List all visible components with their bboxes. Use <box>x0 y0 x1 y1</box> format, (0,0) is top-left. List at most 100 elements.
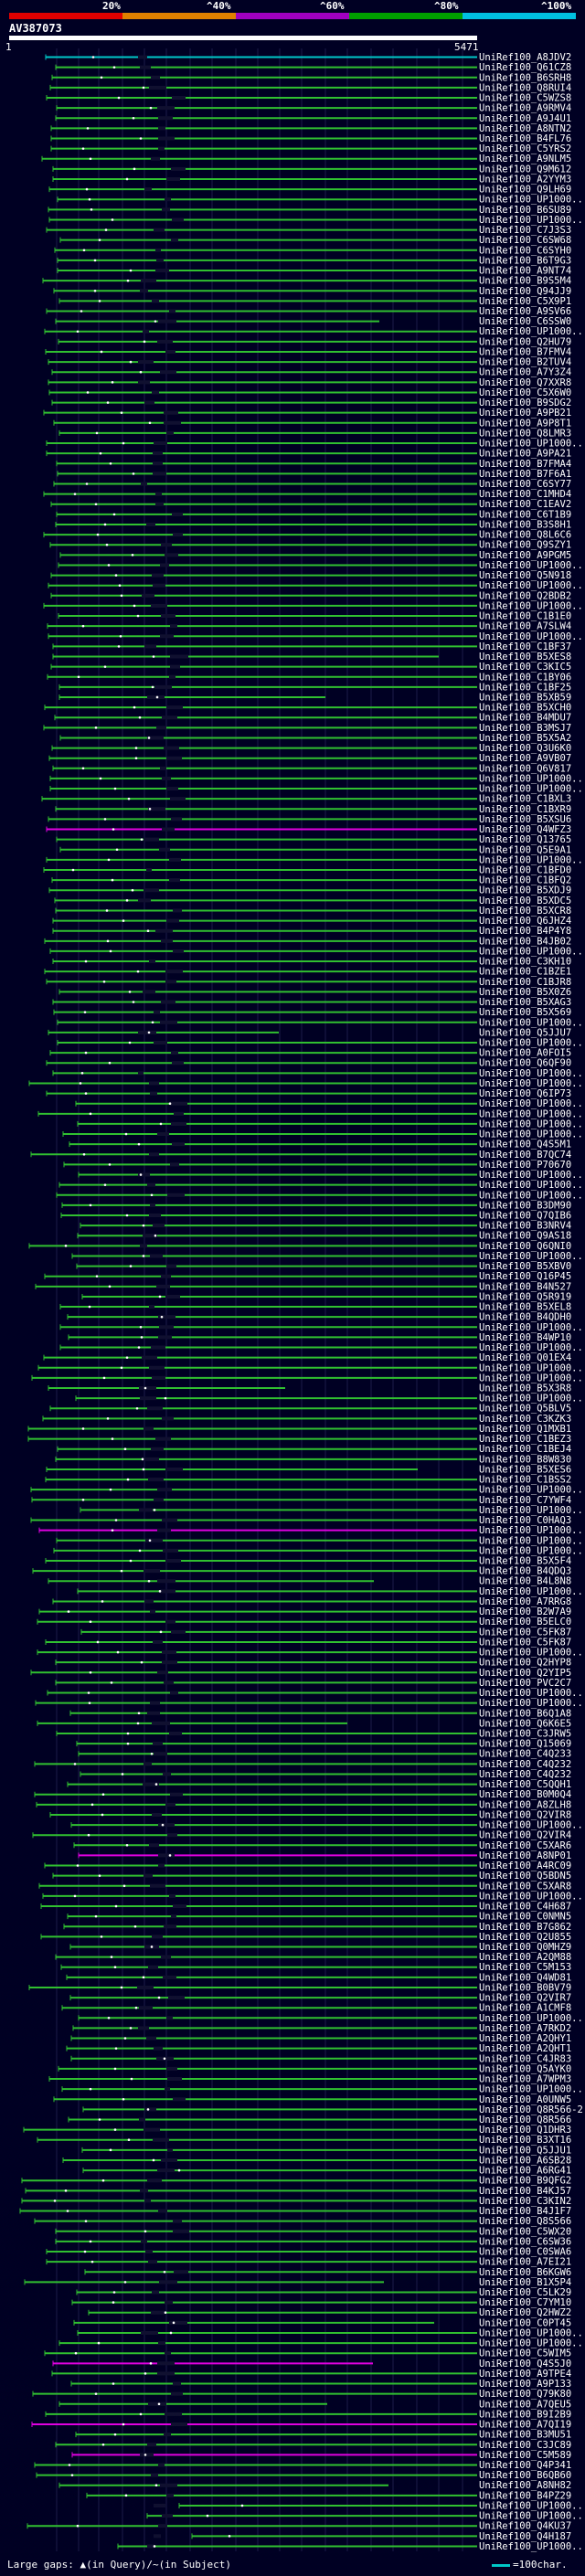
hit-label[interactable]: UniRef100_B7FMA4 <box>479 459 571 470</box>
hit-label[interactable]: UniRef100_C1BXR9 <box>479 804 571 815</box>
hit-row[interactable]: UniRef100_Q4S5J0 <box>52 2359 571 2369</box>
hit-label[interactable]: UniRef100_UP1000.. <box>479 2541 583 2552</box>
hit-row[interactable]: UniRef100_Q2BDB2 <box>50 590 571 601</box>
hit-label[interactable]: UniRef100_Q5BLV5 <box>479 1404 571 1415</box>
hit-row[interactable]: UniRef100_B4P4Y8 <box>52 926 571 937</box>
hit-label[interactable]: UniRef100_Q2YIP5 <box>479 1668 571 1679</box>
hit-label[interactable]: UniRef100_C0NMN5 <box>479 1912 571 1923</box>
hit-row[interactable]: UniRef100_B4KJ57 <box>25 2186 571 2197</box>
hit-label[interactable]: UniRef100_C1MHD4 <box>479 489 571 500</box>
hit-label[interactable]: UniRef100_UP1000.. <box>479 1535 583 1546</box>
hit-row[interactable]: UniRef100_A4RC09 <box>44 1860 571 1871</box>
hit-row[interactable]: UniRef100_C6T1B9 <box>56 509 571 520</box>
hit-label[interactable]: UniRef100_B7F6A1 <box>479 469 571 480</box>
hit-row[interactable]: UniRef100_Q01EX4 <box>43 1352 571 1363</box>
hit-label[interactable]: UniRef100_B6SU89 <box>479 205 571 216</box>
hit-row[interactable]: UniRef100_B5ELC0 <box>37 1617 571 1627</box>
hit-row[interactable]: UniRef100_Q2YIP5 <box>30 1668 571 1679</box>
hit-label[interactable]: UniRef100_UP1000.. <box>479 1068 583 1079</box>
hit-label[interactable]: UniRef100_A8NP01 <box>479 1850 571 1861</box>
hit-row[interactable]: UniRef100_B6Q1A8 <box>69 1708 571 1719</box>
hit-label[interactable]: UniRef100_UP1000.. <box>479 1098 583 1109</box>
hit-row[interactable]: UniRef100_B2TUV4 <box>48 357 571 368</box>
hit-row[interactable]: UniRef100_B4JB02 <box>44 936 571 947</box>
hit-row[interactable]: UniRef100_Q5JJU1 <box>81 2145 571 2156</box>
hit-row[interactable]: UniRef100_B5XBV0 <box>76 1261 571 1272</box>
hit-label[interactable]: UniRef100_A8NH82 <box>479 2480 571 2491</box>
hit-label[interactable]: UniRef100_C1BY06 <box>479 672 571 683</box>
hit-label[interactable]: UniRef100_C5LK29 <box>479 2287 571 2298</box>
hit-row[interactable]: UniRef100_C1BF25 <box>58 682 571 693</box>
hit-label[interactable]: UniRef100_UP1000.. <box>479 326 583 337</box>
hit-row[interactable]: UniRef100_B4PZ29 <box>86 2490 571 2501</box>
hit-label[interactable]: UniRef100_C5FK87 <box>479 1637 571 1648</box>
hit-row[interactable]: UniRef100_B4J1F7 <box>19 2206 571 2217</box>
hit-label[interactable]: UniRef100_UP1000.. <box>479 2013 583 2024</box>
hit-row[interactable]: UniRef100_UP1000.. <box>49 946 583 957</box>
hit-label[interactable]: UniRef100_B5ELC0 <box>479 1617 571 1627</box>
hit-row[interactable]: UniRef100_A8JDV2 <box>45 52 571 63</box>
hit-row[interactable]: UniRef100_UP1000.. <box>43 600 583 611</box>
hit-row[interactable]: UniRef100_B5XB59 <box>58 692 571 703</box>
hit-label[interactable]: UniRef100_C1EAV2 <box>479 499 571 510</box>
hit-label[interactable]: UniRef100_B4L8N8 <box>479 1576 571 1587</box>
hit-label[interactable]: UniRef100_B3DM90 <box>479 1200 571 1211</box>
hit-row[interactable]: UniRef100_B5XDC5 <box>54 896 571 906</box>
hit-label[interactable]: UniRef100_B2W7A9 <box>479 1606 571 1617</box>
hit-label[interactable]: UniRef100_UP1000.. <box>479 1170 583 1181</box>
hit-label[interactable]: UniRef100_B6SRH8 <box>479 72 571 83</box>
hit-label[interactable]: UniRef100_Q94JJ9 <box>479 286 571 297</box>
hit-row[interactable]: UniRef100_UP1000.. <box>35 1698 583 1709</box>
hit-row[interactable]: UniRef100_Q7QIB6 <box>60 1210 571 1221</box>
hit-row[interactable]: UniRef100_B0M0Q4 <box>34 1789 571 1800</box>
hit-row[interactable]: UniRef100_Q3U6K0 <box>51 743 571 754</box>
hit-label[interactable]: UniRef100_Q9SZY1 <box>479 540 571 551</box>
hit-row[interactable]: UniRef100_Q79K80 <box>32 2389 571 2400</box>
hit-row[interactable]: UniRef100_UP1000.. <box>31 1373 583 1383</box>
hit-label[interactable]: UniRef100_C1BF25 <box>479 682 571 693</box>
hit-label[interactable]: UniRef100_C5X6W0 <box>479 387 571 398</box>
hit-row[interactable]: UniRef100_B4QDQ3 <box>32 1566 571 1577</box>
hit-row[interactable]: UniRef100_B7F6A1 <box>57 469 571 480</box>
hit-row[interactable]: UniRef100_B4WP10 <box>68 1332 571 1343</box>
hit-label[interactable]: UniRef100_A7Y3Z4 <box>479 367 571 378</box>
hit-row[interactable]: UniRef100_B9QFG2 <box>21 2176 571 2187</box>
hit-row[interactable]: UniRef100_B5X5A2 <box>59 733 571 744</box>
hit-row[interactable]: UniRef100_C1BXR9 <box>55 804 571 815</box>
hit-row[interactable]: UniRef100_Q8L6C6 <box>43 530 571 541</box>
hit-row[interactable]: UniRef100_A7SLW4 <box>47 621 571 632</box>
hit-label[interactable]: UniRef100_Q4H187 <box>479 2531 571 2542</box>
hit-label[interactable]: UniRef100_UP1000.. <box>479 1820 583 1831</box>
hit-label[interactable]: UniRef100_UP1000.. <box>479 580 583 591</box>
hit-row[interactable]: UniRef100_A9P133 <box>70 2379 571 2390</box>
hit-label[interactable]: UniRef100_Q5JJU7 <box>479 1027 571 1038</box>
hit-label[interactable]: UniRef100_B6Q1A8 <box>479 1708 571 1719</box>
hit-row[interactable]: UniRef100_Q2U855 <box>40 1932 571 1943</box>
hit-row[interactable]: UniRef100_UP1000.. <box>42 1891 583 1902</box>
hit-label[interactable]: UniRef100_A8JDV2 <box>479 52 571 63</box>
hit-row[interactable]: UniRef100_UP1000.. <box>38 1525 583 1536</box>
hit-label[interactable]: UniRef100_C3JC89 <box>479 2440 571 2451</box>
hit-label[interactable]: UniRef100_Q61CZ8 <box>479 62 571 73</box>
hit-label[interactable]: UniRef100_Q4WD81 <box>479 1972 571 1983</box>
hit-row[interactable]: UniRef100_UP1000.. <box>75 1098 583 1109</box>
hit-label[interactable]: UniRef100_C3KIN2 <box>479 2196 571 2207</box>
hit-label[interactable]: UniRef100_A1CMF8 <box>479 2003 571 2014</box>
hit-row[interactable]: UniRef100_UP1000.. <box>78 1170 583 1181</box>
hit-label[interactable]: UniRef100_A6SB28 <box>479 2155 571 2166</box>
hit-row[interactable]: UniRef100_C1MHD4 <box>43 489 571 500</box>
hit-label[interactable]: UniRef100_B5X5A2 <box>479 733 571 744</box>
hit-label[interactable]: UniRef100_UP1000.. <box>479 215 583 226</box>
hit-label[interactable]: UniRef100_C3KIC5 <box>479 662 571 673</box>
hit-row[interactable]: UniRef100_C3KH10 <box>52 957 571 968</box>
hit-row[interactable]: UniRef100_UP1000.. <box>57 1017 583 1028</box>
hit-row[interactable]: UniRef100_C1BJR8 <box>46 977 571 988</box>
hit-label[interactable]: UniRef100_B3NRV4 <box>479 1221 571 1232</box>
hit-label[interactable]: UniRef100_A6RG41 <box>479 2166 571 2177</box>
hit-label[interactable]: UniRef100_C7YM10 <box>479 2297 571 2308</box>
hit-label[interactable]: UniRef100_P70670 <box>479 1160 571 1171</box>
hit-row[interactable]: UniRef100_B5XES6 <box>46 1464 571 1475</box>
hit-row[interactable]: UniRef100_Q4KU37 <box>27 2521 571 2532</box>
hit-label[interactable]: UniRef100_Q5AYK0 <box>479 2063 571 2074</box>
hit-row[interactable]: UniRef100_UP1000.. <box>56 1190 583 1201</box>
